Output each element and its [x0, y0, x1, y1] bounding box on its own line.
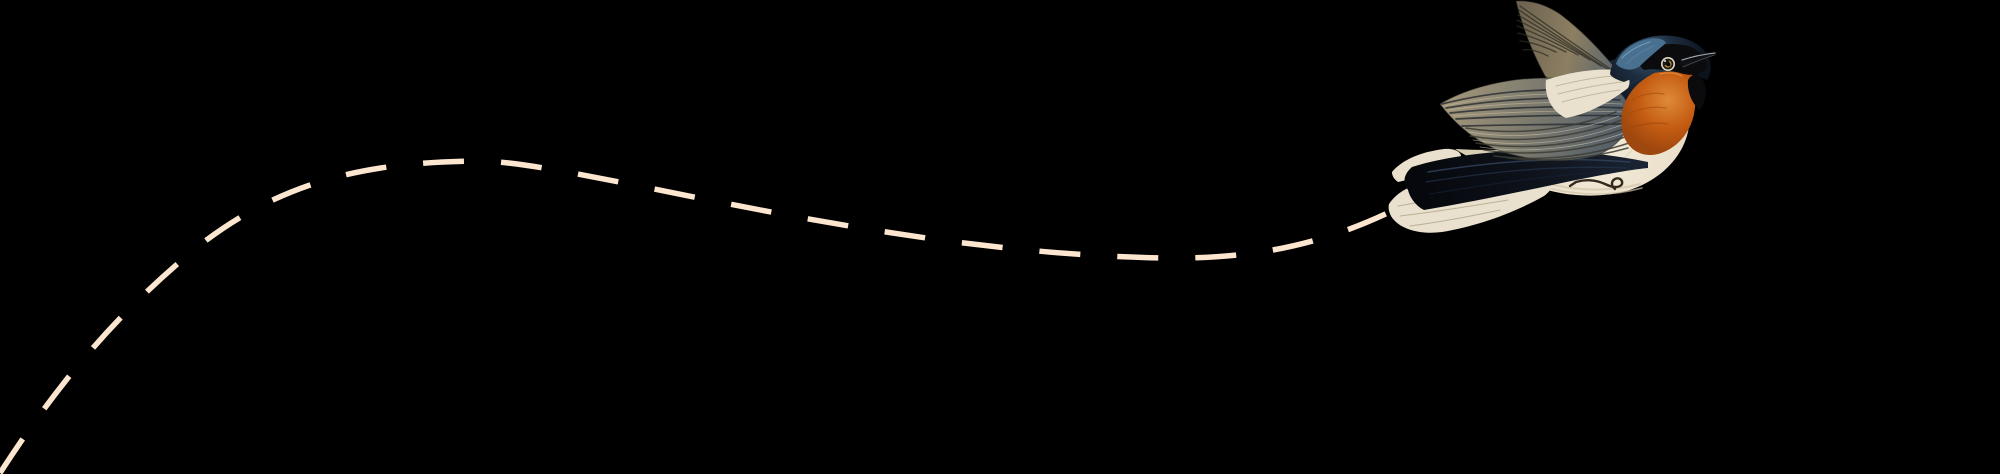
bird-foot [1568, 177, 1624, 191]
swallow-bird-illustration [1388, 0, 1717, 233]
bird-scapular-patch [1545, 69, 1630, 118]
bird-eye [1661, 57, 1675, 71]
bird-beak [1680, 52, 1717, 69]
bird-chest [1621, 64, 1696, 156]
bird-tail-sheen-lines [1411, 158, 1631, 197]
bird-chest-mottle [1627, 72, 1683, 129]
bird-near-wing-rib-highlights [1467, 115, 1628, 151]
bird-raised-wing-feather-lines [1516, 5, 1623, 78]
flight-path-dashed-line [0, 158, 1410, 474]
bird-neck-crescent [1687, 74, 1706, 110]
bird-crown-streaks [1621, 41, 1655, 65]
bird-tail [1404, 150, 1648, 210]
bird-near-wing-rib-lines [1465, 111, 1630, 161]
